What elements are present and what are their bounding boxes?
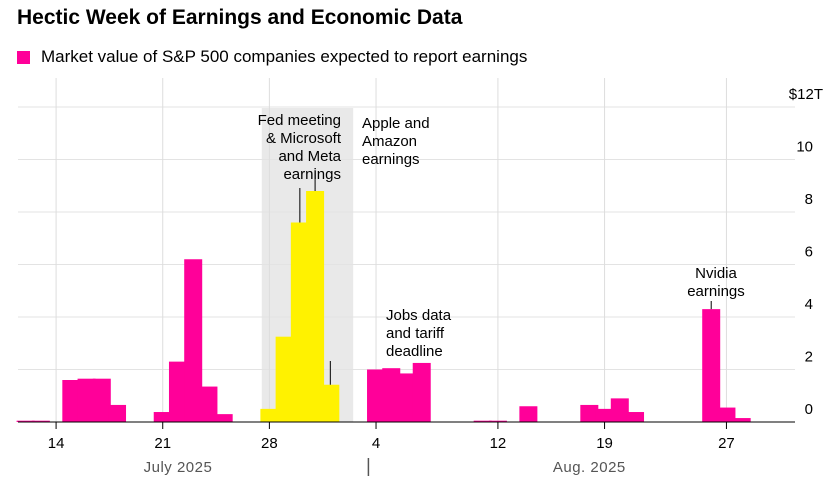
y-tick-label-5: 10 (796, 139, 813, 156)
y-tick-label-4: 8 (805, 191, 813, 208)
bar-9 (199, 386, 218, 422)
month-label-1: Aug. 2025 (553, 459, 626, 476)
bar-6 (153, 412, 172, 422)
bar-16 (367, 369, 386, 422)
bar-27 (702, 309, 721, 422)
x-tick-label-0: 14 (48, 435, 65, 452)
x-tick-label-4: 12 (490, 435, 507, 452)
bar-14 (306, 191, 325, 422)
bar-21 (488, 420, 507, 422)
annotation-fed-line-3: earnings (283, 166, 341, 183)
bar-15 (321, 384, 340, 422)
bar-28 (717, 407, 736, 422)
bar-7 (168, 361, 187, 422)
x-tick-label-3: 4 (372, 435, 380, 452)
bar-10 (214, 414, 233, 422)
bar-18 (397, 373, 416, 422)
bar-2 (62, 380, 81, 422)
y-tick-label-0: 0 (805, 401, 813, 418)
chart-title: Hectic Week of Earnings and Economic Dat… (17, 6, 463, 29)
bar-19 (412, 362, 431, 422)
bar-25 (610, 398, 629, 422)
bar-1 (31, 420, 50, 422)
month-label-0: July 2025 (144, 459, 213, 476)
annotation-nvidia-line-0: Nvidia (695, 265, 737, 282)
bar-29 (732, 418, 751, 422)
x-tick-label-5: 19 (596, 435, 613, 452)
y-tick-label-2: 4 (805, 296, 813, 313)
annotation-fed-line-1: & Microsoft (266, 130, 342, 147)
y-tick-label-3: 6 (805, 244, 813, 261)
legend-label: Market value of S&P 500 companies expect… (41, 47, 528, 66)
bar-24 (595, 408, 614, 422)
bar-20 (473, 420, 492, 422)
bar-0 (16, 420, 35, 422)
annotation-apple-line-1: Amazon (362, 133, 417, 150)
annotation-fed-line-0: Fed meeting (258, 112, 341, 129)
y-tick-label-6: $12T (789, 86, 823, 103)
x-tick-label-2: 28 (261, 435, 278, 452)
annotation-nvidia-line-1: earnings (687, 283, 745, 300)
annotation-apple-line-0: Apple and (362, 115, 430, 132)
bar-23 (580, 404, 599, 422)
bar-5 (108, 404, 127, 422)
annotation-apple-line-2: earnings (362, 151, 420, 168)
bar-11 (260, 408, 279, 422)
bar-17 (382, 368, 401, 422)
bar-4 (92, 378, 111, 422)
legend: Market value of S&P 500 companies expect… (17, 47, 527, 67)
annotation-jobs-line-0: Jobs data (386, 307, 452, 324)
legend-swatch (17, 50, 30, 64)
bar-12 (275, 336, 294, 422)
annotation-jobs-line-1: and tariff (386, 325, 445, 342)
bar-13 (290, 222, 309, 422)
y-tick-label-1: 2 (805, 349, 813, 366)
bar-8 (184, 259, 203, 422)
bar-3 (77, 378, 96, 422)
annotation-fed-line-2: and Meta (278, 148, 341, 165)
bar-22 (519, 406, 538, 422)
x-tick-label-6: 27 (718, 435, 735, 452)
x-tick-label-1: 21 (154, 435, 171, 452)
bar-26 (626, 412, 645, 422)
annotation-jobs-line-2: deadline (386, 343, 443, 360)
